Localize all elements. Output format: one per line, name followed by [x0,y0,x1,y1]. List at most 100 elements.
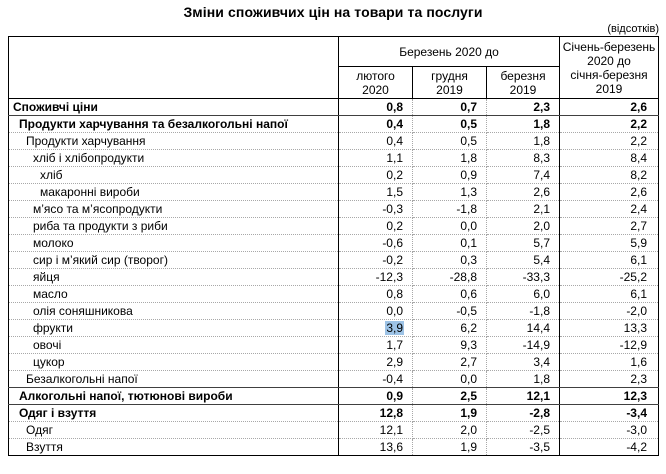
value-cell: -0,5 [412,302,487,320]
cell-value: -2,0 [626,304,647,318]
cell-value: -28,8 [449,270,477,284]
value-cell: 1,7 [338,336,413,354]
cell-value: 2,0 [533,219,550,233]
cell-value: 8,4 [630,151,647,165]
value-cell: 2,7 [559,217,659,235]
value-cell: 7,4 [486,166,560,184]
value-cell: -12,9 [559,336,659,354]
row-label: Споживчі ціни [8,98,339,116]
cell-value: 0,5 [460,134,477,148]
cell-value: 1,9 [460,440,477,454]
cell-value: -0,4 [382,372,403,386]
cell-value: 8,3 [533,151,550,165]
value-cell: -14,9 [486,336,560,354]
table-row: м’ясо та м’ясопродукти -0,3 -1,8 2,1 2,4 [8,200,659,218]
cell-value: 6,1 [630,287,647,301]
value-cell: 5,9 [559,234,659,252]
value-cell: -3,0 [559,421,659,439]
value-cell: -2,8 [486,404,560,422]
cell-value: 0,9 [386,389,403,403]
row-label: цукор [8,353,339,371]
cell-value: -0,5 [456,304,477,318]
cell-value: -12,3 [375,270,403,284]
value-cell: -12,3 [338,268,413,286]
value-cell: -33,3 [486,268,560,286]
value-cell: -0,6 [338,234,413,252]
table-row: Одяг 12,1 2,0 -2,5 -3,0 [8,421,659,439]
cell-value: 2,6 [630,185,647,199]
column-header-mar-2019: березня 2019 [486,66,560,99]
cell-value: 6,1 [630,253,647,267]
cell-value: 2,0 [460,423,477,437]
value-cell: 13,6 [338,438,413,456]
value-cell: 5,4 [486,251,560,269]
cell-value: 1,9 [460,406,477,420]
row-label: хліб і хлібопродукти [8,149,339,167]
cell-value: 0,4 [386,117,403,131]
cell-value: 2,5 [460,389,477,403]
value-cell: 1,3 [412,183,487,201]
row-label: овочі [8,336,339,354]
value-cell: 2,9 [338,353,413,371]
row-label: хліб [8,166,339,184]
value-cell: -2,5 [486,421,560,439]
cell-value: 2,6 [630,100,647,114]
cell-value: -3,0 [626,423,647,437]
table-row: риба та продукти з риби 0,2 0,0 2,0 2,7 [8,217,659,235]
table-row: Алкогольні напої, тютюнові вироби 0,9 2,… [8,387,659,405]
value-cell: 5,7 [486,234,560,252]
value-cell: -3,4 [559,404,659,422]
cell-value: -12,9 [619,338,647,352]
value-cell: -25,2 [559,268,659,286]
cell-value: 2,1 [533,202,550,216]
cell-value: -25,2 [619,270,647,284]
value-cell: 0,4 [338,115,413,133]
row-label: Взуття [8,438,339,456]
cell-value: -0,6 [382,236,403,250]
cell-value: 2,7 [630,219,647,233]
value-cell: 14,4 [486,319,560,337]
cell-value: 2,3 [630,372,647,386]
cell-value: 12,3 [623,389,647,403]
value-cell: 0,0 [338,302,413,320]
value-cell: 0,4 [338,132,413,150]
cell-value: -1,8 [456,202,477,216]
row-label: яйця [8,268,339,286]
cell-value: 0,0 [460,219,477,233]
cell-value: 0,5 [460,117,477,131]
cell-value: 13,3 [623,321,647,335]
value-cell: 0,0 [412,370,487,388]
value-cell: 0,5 [412,115,487,133]
cell-value: 5,4 [533,253,550,267]
corner-cell [8,36,339,99]
cell-value: 0,6 [460,287,477,301]
table-header: Березень 2020 до Січень-березень 2020 до… [8,36,659,99]
value-cell: 13,3 [559,319,659,337]
period-column-header: Січень-березень 2020 до січня-березня 20… [559,36,659,99]
row-label: сир і м’який сир (творог) [8,251,339,269]
value-cell: 9,3 [412,336,487,354]
value-cell: 2,1 [486,200,560,218]
table-row: Взуття 13,6 1,9 -3,5 -4,2 [8,438,659,456]
value-cell: 0,8 [338,285,413,303]
cell-value: 1,8 [460,151,477,165]
value-cell: 2,6 [559,98,659,116]
value-cell: 12,8 [338,404,413,422]
row-label: масло [8,285,339,303]
value-cell: 2,2 [559,132,659,150]
cell-value: 0,0 [386,304,403,318]
value-cell: 6,1 [559,285,659,303]
table-row: цукор 2,9 2,7 3,4 1,6 [8,353,659,371]
row-label: фрукти [8,319,339,337]
cell-value: -4,2 [626,440,647,454]
cell-value: 1,6 [630,355,647,369]
unit-note: (відсотків) [607,23,659,35]
cell-value: 3,4 [533,355,550,369]
cell-value: 2,9 [386,355,403,369]
cell-value: 5,7 [533,236,550,250]
value-cell: 8,3 [486,149,560,167]
table-row: олія соняшникова 0,0 -0,5 -1,8 -2,0 [8,302,659,320]
cell-value: -1,8 [529,304,550,318]
table-row: сир і м’який сир (творог) -0,2 0,3 5,4 6… [8,251,659,269]
cell-value: 0,7 [460,100,477,114]
